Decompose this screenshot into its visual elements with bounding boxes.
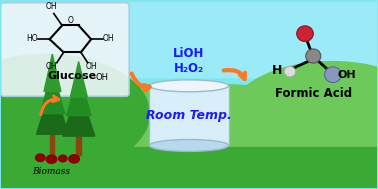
FancyBboxPatch shape [1, 3, 129, 96]
Ellipse shape [46, 155, 57, 163]
Text: OH: OH [96, 73, 108, 82]
Text: OH: OH [86, 62, 97, 71]
Ellipse shape [229, 62, 378, 173]
Text: OH: OH [102, 34, 114, 43]
Polygon shape [36, 84, 68, 134]
Ellipse shape [325, 67, 341, 82]
Polygon shape [67, 73, 91, 116]
Ellipse shape [149, 80, 229, 92]
Text: OH: OH [338, 70, 356, 80]
Text: Formic Acid: Formic Acid [275, 87, 352, 100]
Text: Biomass: Biomass [33, 167, 71, 176]
Ellipse shape [69, 155, 79, 163]
Ellipse shape [36, 154, 45, 161]
Bar [1, 2, 377, 77]
Ellipse shape [297, 26, 313, 42]
Bar [1, 147, 377, 188]
Polygon shape [70, 62, 87, 97]
Polygon shape [63, 88, 95, 136]
Text: H₂O₂: H₂O₂ [174, 62, 204, 75]
Bar [149, 86, 229, 146]
Polygon shape [44, 54, 61, 91]
Text: HO: HO [26, 34, 37, 43]
Ellipse shape [0, 84, 378, 189]
Ellipse shape [149, 139, 229, 151]
Ellipse shape [59, 155, 67, 162]
Ellipse shape [0, 54, 149, 173]
Text: Room Temp.: Room Temp. [146, 109, 232, 122]
Text: Glucose: Glucose [48, 71, 97, 81]
Text: H: H [271, 64, 282, 77]
Text: LiOH: LiOH [173, 47, 205, 60]
Text: O: O [67, 16, 73, 26]
Polygon shape [40, 69, 65, 114]
Ellipse shape [284, 67, 296, 77]
Text: OH: OH [46, 62, 57, 71]
Bar [76, 136, 81, 155]
Ellipse shape [306, 49, 321, 63]
Text: OH: OH [46, 2, 57, 11]
Bar [50, 134, 54, 155]
